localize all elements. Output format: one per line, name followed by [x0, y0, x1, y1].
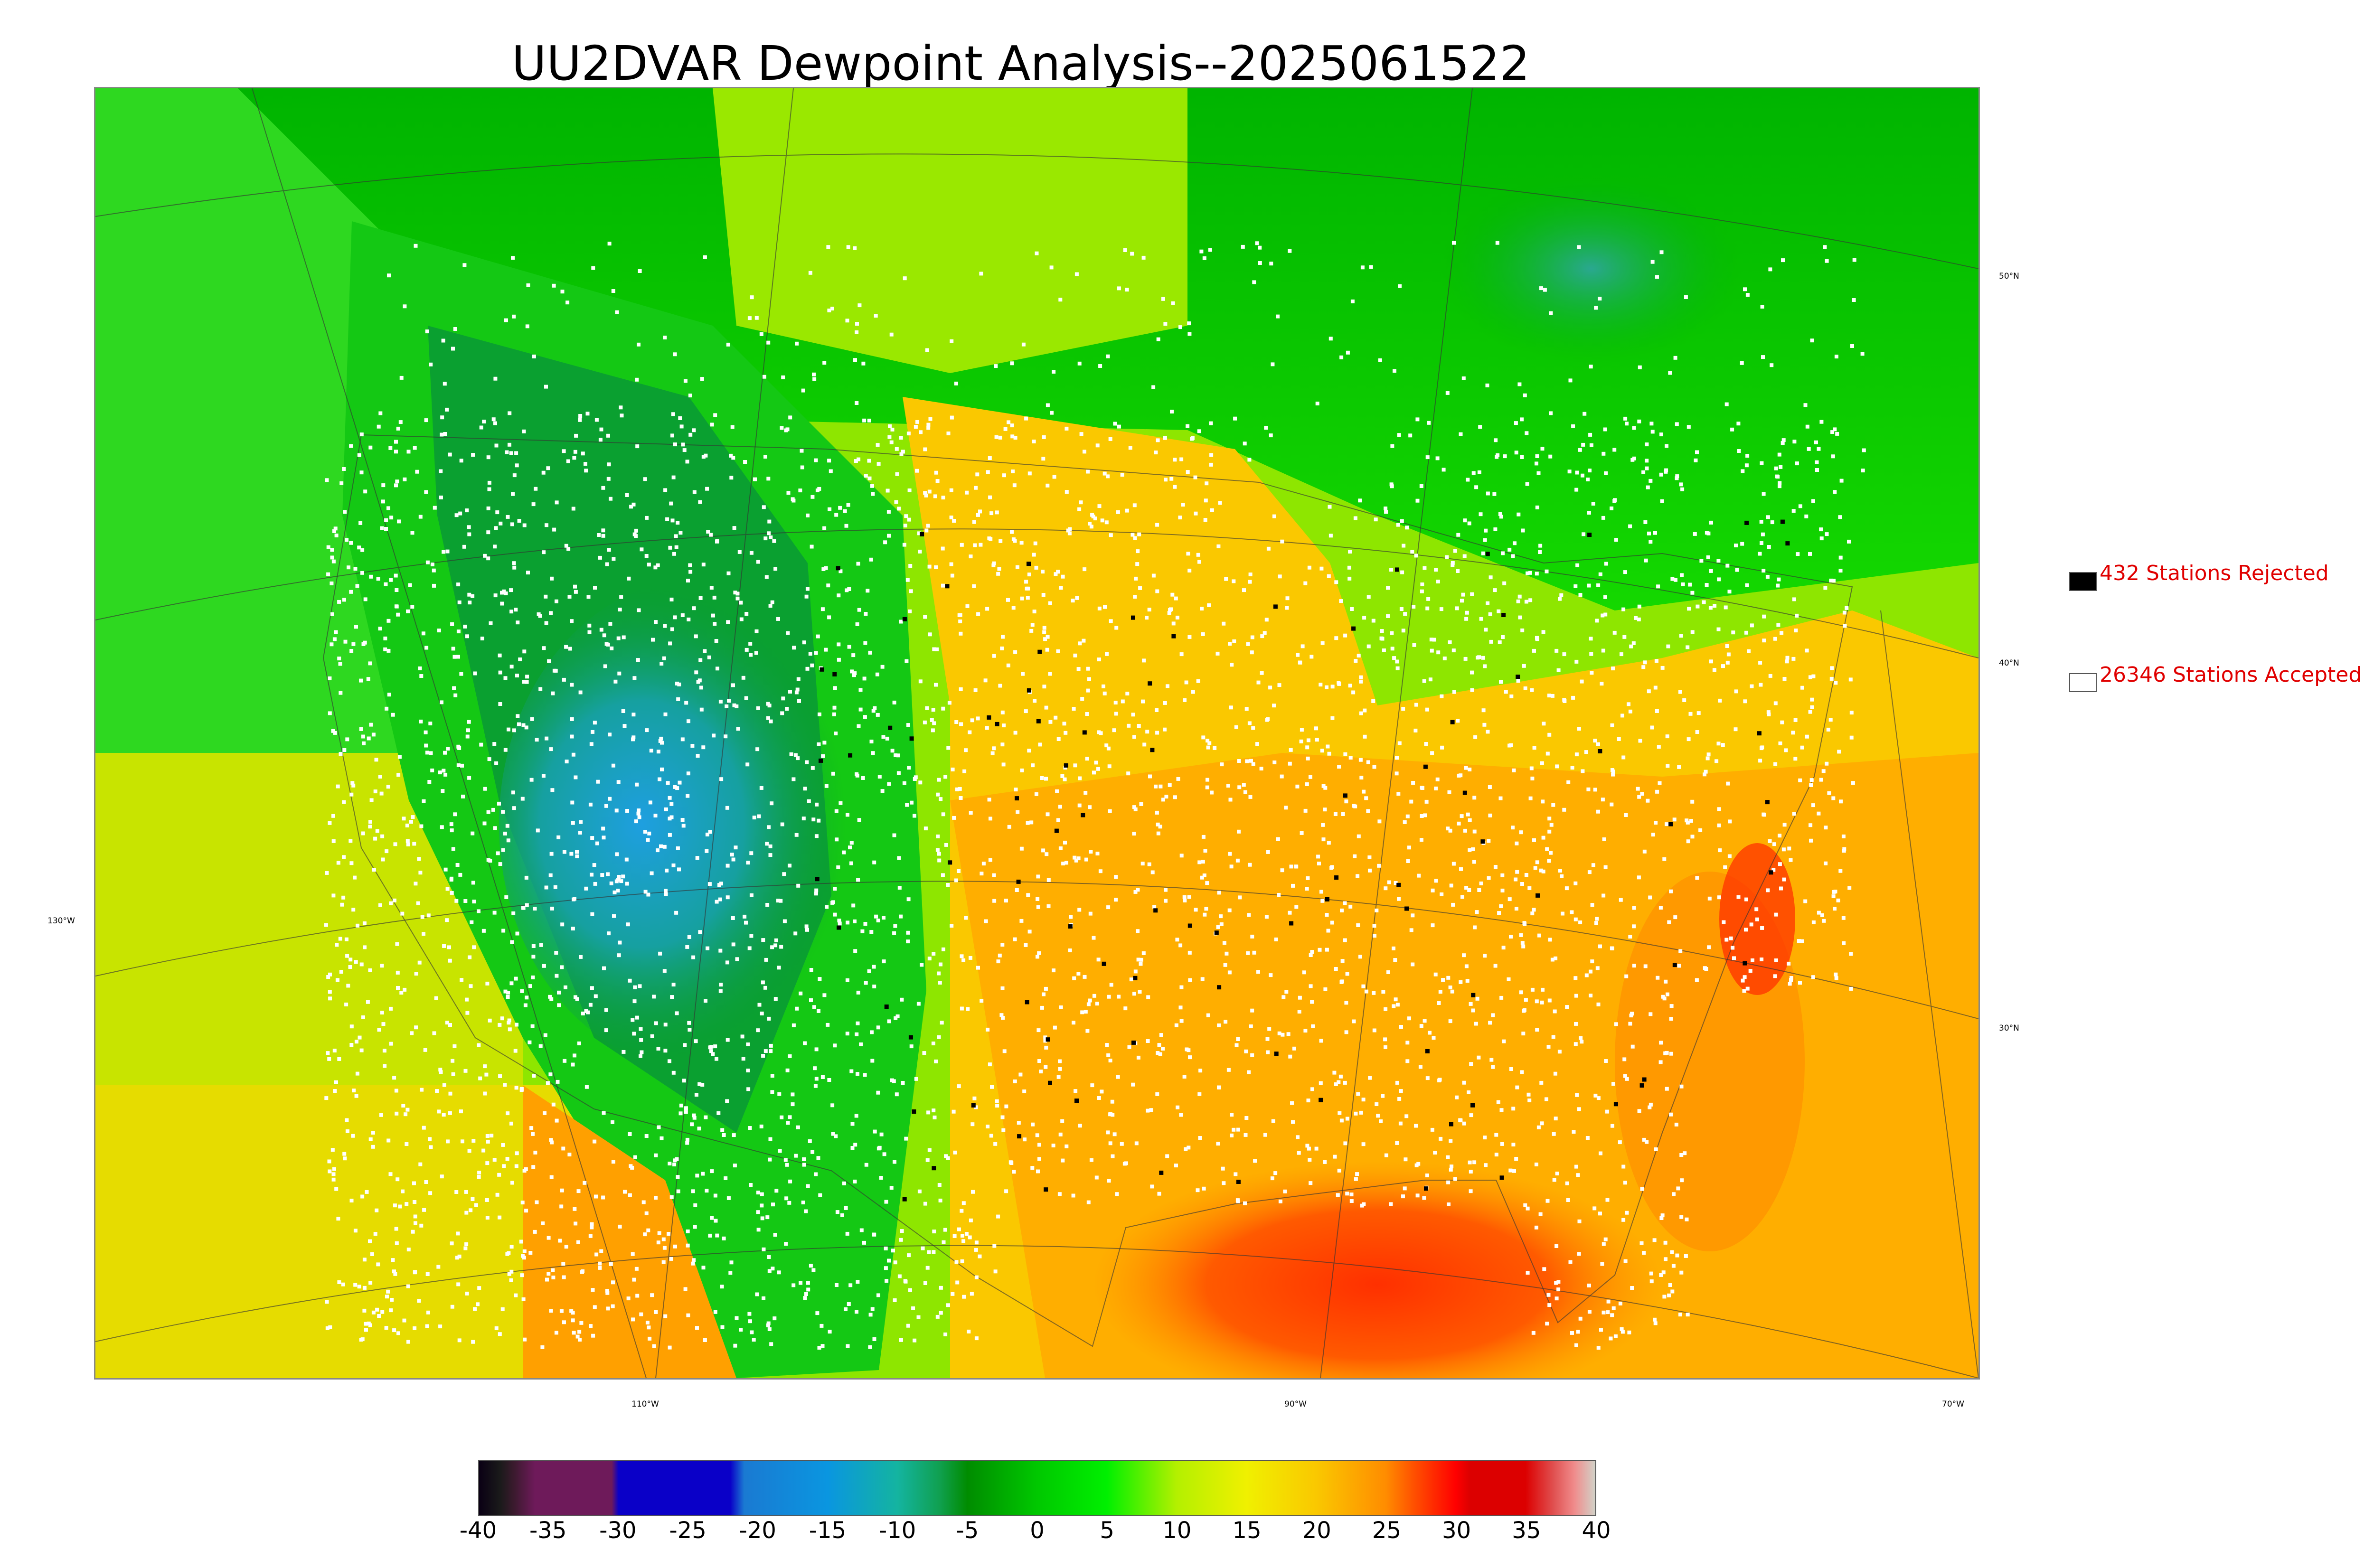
lon-label-130w: 130°W [47, 916, 75, 926]
colorbar-tick-label: -10 [878, 1517, 916, 1544]
lat-label-30n: 30°N [1999, 1023, 2019, 1033]
colorbar-tick-label: 35 [1512, 1517, 1541, 1544]
colorbar-tick-label: -20 [739, 1517, 776, 1544]
lat-label-40n: 40°N [1999, 658, 2019, 668]
colorbar-tick-label: -5 [956, 1517, 979, 1544]
dewpoint-map[interactable] [95, 88, 1978, 1378]
rejected-swatch [2069, 572, 2097, 591]
lon-label-70w: 70°W [1942, 1399, 1964, 1409]
colorbar-tick-label: 15 [1232, 1517, 1262, 1544]
colorbar-tick-label: -25 [669, 1517, 707, 1544]
colorbar-tick-label: -30 [599, 1517, 637, 1544]
colorbar-tick-label: 25 [1372, 1517, 1401, 1544]
lon-label-90w: 90°W [1284, 1399, 1307, 1409]
lat-label-50n: 50°N [1999, 272, 2019, 281]
colorbar-tick-label: 30 [1442, 1517, 1471, 1544]
station-points [324, 241, 1866, 1350]
colorbar-tick-label: 10 [1162, 1517, 1192, 1544]
colorbar-tick-label: -15 [809, 1517, 847, 1544]
colorbar-tick-label: -35 [529, 1517, 567, 1544]
colorbar-tick-label: 20 [1302, 1517, 1331, 1544]
colorbar-tick-label: -40 [459, 1517, 497, 1544]
colorbar-tick-label: 40 [1582, 1517, 1611, 1544]
map-frame[interactable] [94, 87, 1980, 1380]
colorbar-tick-label: 5 [1100, 1517, 1114, 1544]
colorbar [478, 1460, 1596, 1516]
colorbar-tick-label: 0 [1030, 1517, 1045, 1544]
rejected-label: 432 Stations Rejected [2100, 561, 2329, 585]
accepted-label: 26346 Stations Accepted [2100, 663, 2362, 687]
map-title: UU2DVAR Dewpoint Analysis--2025061522 [511, 36, 1530, 91]
lon-label-110w: 110°W [631, 1399, 659, 1409]
accepted-swatch [2069, 673, 2097, 692]
